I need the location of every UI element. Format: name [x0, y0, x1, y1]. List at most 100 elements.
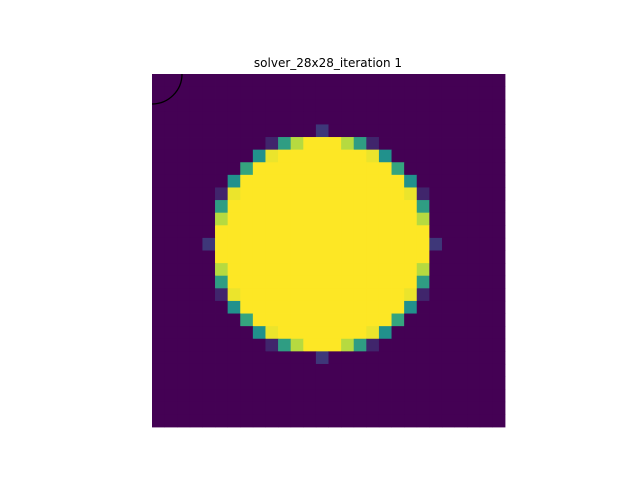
heatmap-cell: [303, 212, 317, 226]
heatmap-cell: [467, 99, 481, 113]
heatmap-cell: [164, 376, 178, 390]
heatmap-cell: [391, 174, 405, 188]
heatmap-cell: [189, 74, 203, 88]
heatmap-cell: [454, 124, 468, 138]
heatmap-cell: [177, 99, 191, 113]
heatmap-cell: [328, 149, 342, 163]
heatmap-cell: [189, 124, 203, 138]
heatmap-cell: [353, 74, 367, 88]
heatmap-cell: [202, 313, 216, 327]
heatmap-cell: [303, 275, 317, 289]
heatmap-cell: [252, 326, 266, 340]
heatmap-cell: [341, 338, 355, 352]
heatmap-cell: [404, 288, 418, 302]
heatmap-cell: [189, 351, 203, 365]
heatmap-cell: [341, 376, 355, 390]
heatmap-cell: [441, 313, 455, 327]
heatmap-cell: [315, 187, 329, 201]
heatmap-cell: [429, 149, 443, 163]
heatmap-cell: [152, 225, 166, 239]
heatmap-cell: [152, 300, 166, 314]
heatmap-cell: [227, 363, 241, 377]
heatmap-cell: [278, 174, 292, 188]
heatmap-cell: [252, 200, 266, 214]
heatmap-cell: [152, 187, 166, 201]
heatmap-cell: [278, 275, 292, 289]
heatmap-cell: [240, 200, 254, 214]
heatmap-cell: [240, 174, 254, 188]
heatmap-cell: [315, 300, 329, 314]
heatmap-cell: [152, 313, 166, 327]
heatmap-cell: [404, 74, 418, 88]
heatmap-cell: [416, 263, 430, 277]
heatmap-cell: [215, 351, 229, 365]
heatmap-cell: [303, 137, 317, 151]
heatmap-cell: [164, 212, 178, 226]
heatmap-cell: [391, 300, 405, 314]
heatmap-cell: [265, 300, 279, 314]
heatmap-cell: [215, 225, 229, 239]
heatmap-cell: [215, 263, 229, 277]
heatmap-cell: [177, 313, 191, 327]
heatmap-cell: [227, 326, 241, 340]
heatmap-cell: [303, 174, 317, 188]
heatmap-cell: [252, 137, 266, 151]
heatmap-cell: [479, 338, 493, 352]
heatmap-cell: [492, 414, 506, 428]
heatmap-cell: [202, 300, 216, 314]
heatmap-cell: [404, 326, 418, 340]
heatmap-cell: [479, 187, 493, 201]
heatmap-cell: [189, 137, 203, 151]
heatmap-cell: [416, 300, 430, 314]
heatmap-cell: [278, 237, 292, 251]
heatmap-cell: [290, 99, 304, 113]
heatmap-cell: [492, 376, 506, 390]
heatmap-cell: [454, 74, 468, 88]
heatmap-cell: [164, 111, 178, 125]
heatmap-cell: [303, 124, 317, 138]
heatmap-cell: [341, 200, 355, 214]
heatmap-cell: [152, 288, 166, 302]
heatmap-cell: [177, 111, 191, 125]
heatmap-cell: [189, 237, 203, 251]
heatmap-cell: [353, 149, 367, 163]
heatmap-cell: [353, 313, 367, 327]
heatmap-cell: [391, 86, 405, 100]
heatmap-cell: [391, 376, 405, 390]
heatmap-cell: [240, 275, 254, 289]
heatmap-cell: [467, 401, 481, 415]
heatmap-cell: [492, 162, 506, 176]
heatmap-cell: [265, 351, 279, 365]
heatmap-cell: [252, 300, 266, 314]
heatmap-cell: [353, 86, 367, 100]
heatmap-cell: [378, 326, 392, 340]
heatmap-cell: [479, 326, 493, 340]
heatmap-cell: [152, 263, 166, 277]
heatmap-cell: [189, 212, 203, 226]
heatmap-cell: [252, 338, 266, 352]
heatmap-cell: [265, 250, 279, 264]
heatmap-cell: [454, 313, 468, 327]
heatmap-cell: [240, 263, 254, 277]
heatmap-cell: [467, 263, 481, 277]
heatmap-cell: [215, 200, 229, 214]
heatmap-cell: [416, 250, 430, 264]
heatmap-cell: [328, 363, 342, 377]
heatmap-cell: [341, 389, 355, 403]
heatmap-cell: [252, 74, 266, 88]
heatmap-cell: [164, 300, 178, 314]
heatmap-cell: [366, 187, 380, 201]
heatmap-cell: [454, 250, 468, 264]
heatmap-cell: [416, 200, 430, 214]
heatmap-cell: [391, 389, 405, 403]
heatmap-cell: [378, 212, 392, 226]
heatmap-cell: [164, 149, 178, 163]
heatmap-cell: [378, 187, 392, 201]
heatmap-cell: [404, 389, 418, 403]
heatmap-cell: [353, 376, 367, 390]
heatmap-cell: [290, 111, 304, 125]
heatmap-cell: [189, 86, 203, 100]
heatmap-cell: [416, 288, 430, 302]
heatmap-cell: [404, 376, 418, 390]
